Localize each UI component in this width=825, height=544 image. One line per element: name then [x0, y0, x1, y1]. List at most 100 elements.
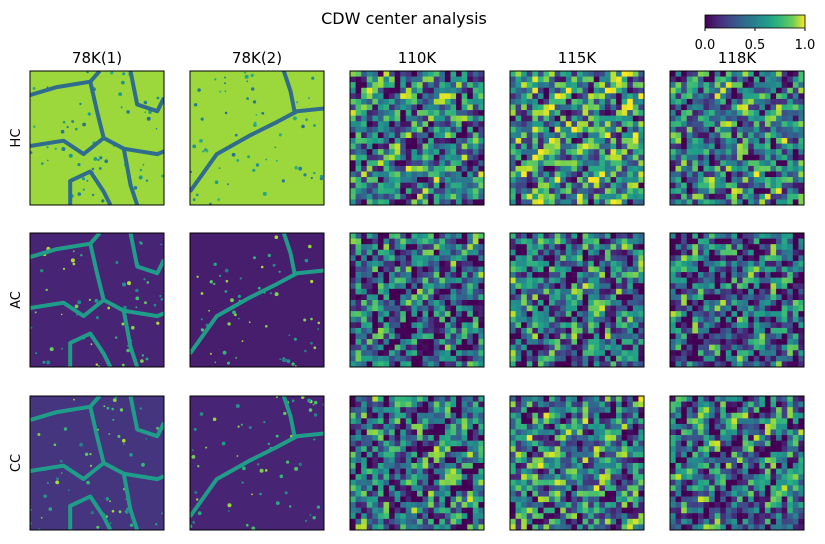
heat-speckle	[63, 427, 68, 431]
heat-cell	[770, 300, 777, 306]
heat-cell	[703, 305, 710, 312]
heat-cell	[444, 76, 451, 83]
heat-cell	[577, 149, 583, 156]
heat-cell	[361, 126, 368, 133]
heat-cell	[405, 93, 412, 100]
heat-cell	[554, 182, 561, 189]
heat-cell	[742, 104, 749, 111]
heat-cell	[610, 479, 617, 486]
heat-cell	[433, 463, 440, 469]
heat-cell	[422, 132, 429, 139]
heat-cell	[450, 272, 457, 278]
heat-cell	[549, 479, 555, 486]
heat-cell	[444, 457, 451, 464]
heat-cell	[621, 468, 628, 475]
heat-cell	[725, 333, 732, 340]
heat-cell	[433, 423, 440, 430]
heat-cell	[582, 149, 589, 156]
heat-cell	[478, 463, 484, 469]
heat-cell	[621, 182, 628, 189]
heat-cell	[776, 126, 782, 133]
heat-cell	[537, 82, 544, 89]
heat-cell	[725, 177, 732, 183]
heat-cell	[714, 266, 721, 273]
heat-speckle	[67, 489, 70, 492]
heat-cell	[714, 255, 721, 262]
heat-cell	[444, 294, 451, 301]
heat-cell	[478, 502, 484, 508]
heat-cell	[681, 76, 688, 83]
heat-cell	[753, 193, 760, 200]
heat-cell	[571, 316, 578, 323]
heat-cell	[537, 418, 544, 425]
heat-cell	[571, 305, 578, 312]
heat-cell	[549, 463, 555, 469]
heat-cell	[526, 322, 533, 329]
heat-cell	[411, 199, 418, 205]
heat-cell	[764, 311, 771, 318]
heat-cell	[400, 327, 407, 334]
heat-speckle	[118, 510, 122, 514]
heat-cell	[549, 283, 555, 290]
heat-cell	[394, 255, 401, 262]
heat-cell	[759, 344, 766, 351]
heat-cell	[372, 76, 379, 83]
heat-cell	[731, 160, 738, 167]
heat-cell	[753, 244, 760, 251]
heat-cell	[554, 266, 561, 273]
heat-cell	[361, 361, 368, 367]
heat-cell	[670, 82, 676, 89]
heat-cell	[450, 104, 457, 111]
heat-speckle	[104, 159, 108, 163]
heat-cell	[456, 76, 462, 83]
heat-cell	[411, 71, 418, 77]
heat-cell	[350, 451, 356, 458]
heat-cell	[764, 98, 771, 105]
heat-cell	[444, 524, 451, 530]
heat-speckle	[265, 325, 268, 328]
heat-cell	[582, 468, 589, 475]
heat-cell	[422, 344, 429, 351]
panel-image	[510, 71, 644, 205]
heat-cell	[681, 182, 688, 189]
heat-cell	[532, 115, 539, 122]
panel-image	[510, 396, 644, 530]
heat-cell	[532, 361, 539, 367]
heat-cell	[638, 98, 644, 105]
heat-cell	[776, 177, 782, 183]
heat-cell	[400, 193, 407, 200]
heat-cell	[692, 344, 699, 351]
heat-cell	[632, 479, 639, 486]
heat-cell	[714, 98, 721, 105]
heat-cell	[526, 160, 533, 167]
heat-cell	[703, 143, 710, 150]
heat-cell	[526, 177, 533, 183]
heat-cell	[770, 233, 777, 239]
heat-speckle	[312, 516, 316, 520]
heat-cell	[389, 193, 395, 200]
heat-cell	[599, 132, 606, 139]
heat-cell	[697, 238, 704, 245]
heat-cell	[582, 423, 589, 430]
heat-cell	[411, 165, 418, 172]
heat-cell	[422, 138, 429, 144]
heat-cell	[428, 233, 435, 239]
heat-cell	[417, 260, 423, 267]
heat-cell	[537, 193, 544, 200]
heat-cell	[714, 193, 721, 200]
heat-cell	[753, 76, 760, 83]
heat-cell	[670, 115, 676, 122]
heat-cell	[450, 496, 457, 503]
heat-cell	[565, 104, 572, 111]
heat-cell	[554, 288, 561, 295]
heat-cell	[439, 76, 446, 83]
heat-speckle	[59, 459, 63, 463]
heat-cell	[400, 513, 407, 520]
heat-cell	[621, 322, 628, 329]
heat-cell	[510, 87, 516, 94]
heat-speckle	[259, 492, 262, 496]
heat-cell	[577, 98, 583, 105]
heat-cell	[764, 294, 771, 301]
heat-cell	[411, 193, 418, 200]
heat-cell	[461, 249, 468, 256]
